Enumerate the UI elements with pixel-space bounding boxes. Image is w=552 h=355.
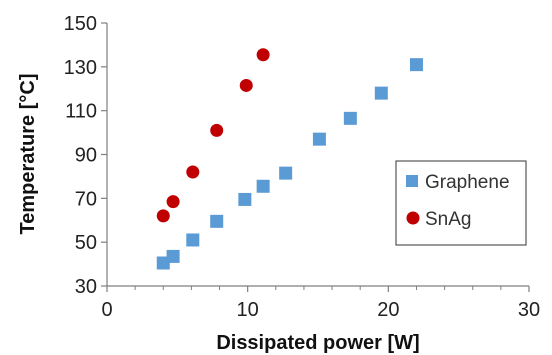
snag-point-3 xyxy=(210,123,224,137)
x-tick-label-0: 0 xyxy=(101,299,112,321)
data-points xyxy=(156,48,423,270)
snag-point-1 xyxy=(166,195,180,209)
legend-label-snag: SnAg xyxy=(425,209,471,230)
graphene-point-3 xyxy=(210,214,224,228)
y-tick-label-150: 150 xyxy=(64,13,97,35)
snag-point-4 xyxy=(239,78,253,92)
graphene-point-10 xyxy=(409,58,423,72)
y-tick-label-90: 90 xyxy=(75,145,97,167)
y-axis-title: Temperature [°C] xyxy=(17,74,39,235)
snag-point-2 xyxy=(186,165,200,179)
graphene-point-4 xyxy=(238,192,252,206)
legend-marker-graphene xyxy=(406,175,418,187)
graphene-point-6 xyxy=(279,166,293,180)
graphene-point-8 xyxy=(343,111,357,125)
legend-label-graphene: Graphene xyxy=(425,172,510,193)
graphene-point-2 xyxy=(186,233,200,247)
legend: Graphene SnAg xyxy=(395,160,527,246)
y-tick-label-50: 50 xyxy=(75,232,97,254)
y-tick-label-30: 30 xyxy=(75,276,97,298)
graphene-point-1 xyxy=(166,249,180,263)
y-tick-label-70: 70 xyxy=(75,188,97,210)
x-axis-title: Dissipated power [W] xyxy=(216,332,419,354)
snag-point-0 xyxy=(156,209,170,223)
tick-labels: 30 50 70 90 110 130 150 0 10 20 30 xyxy=(64,13,541,321)
graphene-point-7 xyxy=(312,132,326,146)
graphene-point-5 xyxy=(256,179,270,193)
x-tick-label-10: 10 xyxy=(237,299,259,321)
graphene-point-9 xyxy=(374,86,388,100)
y-tick-label-110: 110 xyxy=(65,101,97,123)
y-tick-label-130: 130 xyxy=(64,57,97,79)
snag-point-5 xyxy=(256,48,270,62)
axes xyxy=(106,23,529,287)
tick-marks xyxy=(101,22,530,292)
x-tick-label-20: 20 xyxy=(377,299,399,321)
x-tick-label-30: 30 xyxy=(518,299,540,321)
graphene-point-0 xyxy=(156,256,170,270)
legend-marker-snag xyxy=(406,211,420,225)
